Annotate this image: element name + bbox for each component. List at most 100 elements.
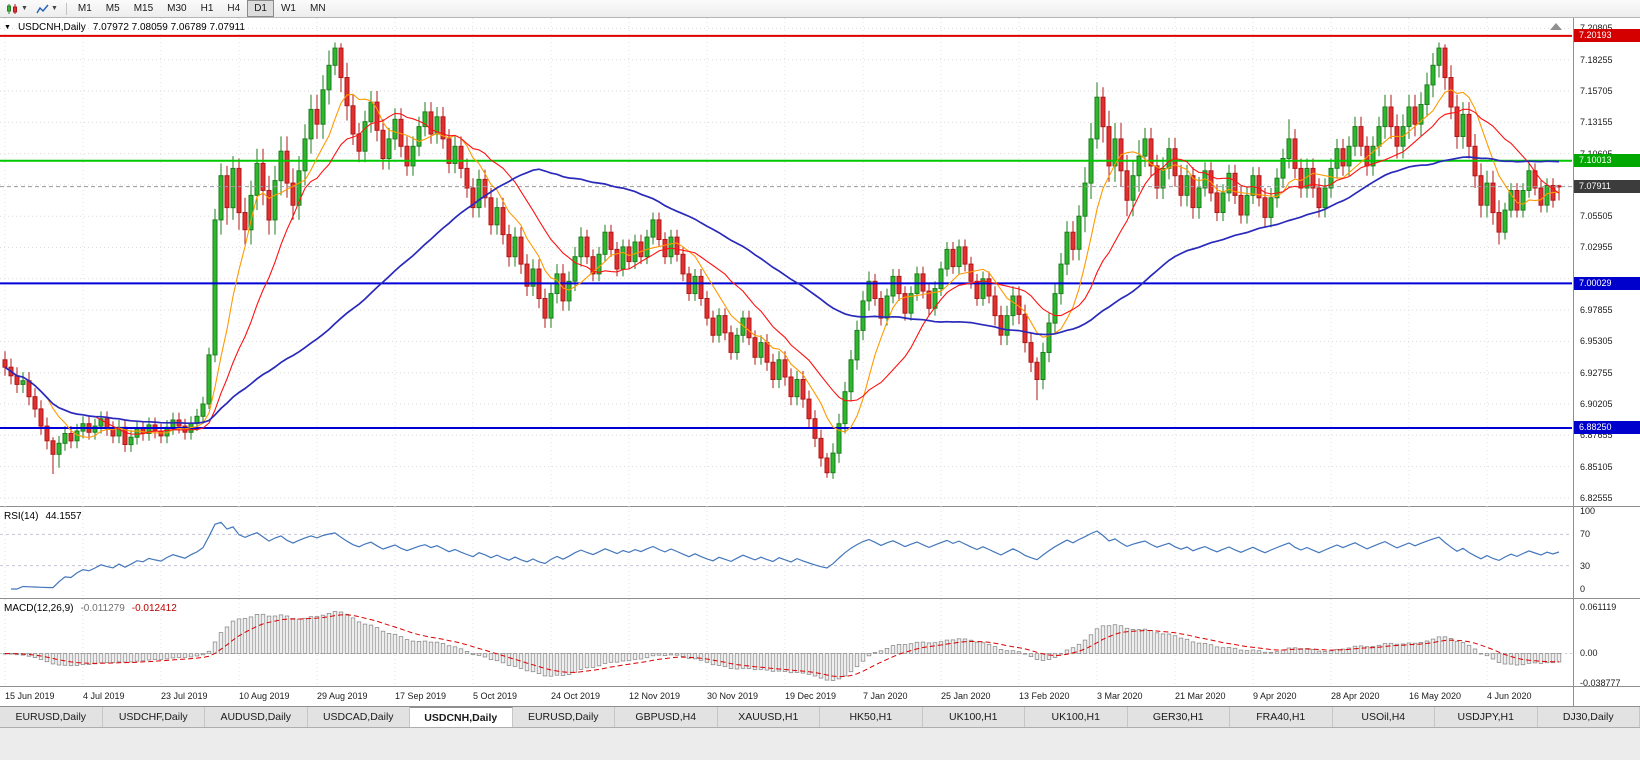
triangle-marker-icon: ▼ — [4, 24, 11, 31]
macd-canvas[interactable] — [0, 599, 1572, 687]
macd-tick-label: -0.038777 — [1580, 678, 1621, 686]
price-badge-7-00029: 7.00029 — [1574, 276, 1640, 290]
time-axis-label: 21 Mar 2020 — [1175, 691, 1226, 701]
chart-tab-usoil-h4[interactable]: USOil,H4 — [1332, 707, 1435, 727]
line-chart-icon — [36, 4, 49, 13]
chevron-down-icon: ▼ — [21, 5, 28, 12]
rsi-panel[interactable]: RSI(14) 44.1557 100 70 30 0 — [0, 507, 1640, 599]
macd-signal-value: -0.012412 — [131, 603, 177, 614]
price-tick-label: 6.92755 — [1580, 367, 1613, 378]
chart-tab-fra40-h1[interactable]: FRA40,H1 — [1230, 707, 1333, 727]
time-axis-label: 28 Apr 2020 — [1331, 691, 1380, 701]
chart-tab-hk50-h1[interactable]: HK50,H1 — [820, 707, 923, 727]
macd-histogram — [2, 611, 1562, 681]
time-axis-label: 17 Sep 2019 — [395, 691, 447, 701]
axis-corner — [1573, 687, 1640, 706]
ma-fast-line — [4, 89, 1560, 439]
level-lines-layer — [0, 34, 1572, 429]
rsi-indicator-value: 44.1557 — [45, 511, 82, 522]
price-tick-label: 7.15705 — [1580, 85, 1613, 96]
chart-tab-eurusd-daily[interactable]: EURUSD,Daily — [0, 707, 103, 727]
timeframe-toolbar: M1 M5 M15 M30 H1 H4 D1 W1 MN — [71, 0, 333, 17]
chart-window-button[interactable]: ▼ — [2, 1, 32, 17]
price-badge-6-88250: 6.88250 — [1574, 421, 1640, 435]
time-axis-label: 12 Nov 2019 — [629, 691, 681, 701]
time-axis-label: 4 Jul 2019 — [83, 691, 125, 701]
timeframe-button-h4[interactable]: H4 — [227, 3, 241, 14]
chart-tab-usdchf-daily[interactable]: USDCHF,Daily — [102, 707, 205, 727]
time-axis-label: 25 Jan 2020 — [941, 691, 991, 701]
rsi-scale[interactable]: 100 70 30 0 — [1573, 507, 1640, 598]
chevron-down-icon: ▼ — [50, 5, 58, 12]
price-chart-canvas[interactable] — [0, 18, 1572, 507]
rsi-canvas[interactable] — [0, 507, 1572, 599]
chart-tab-dj30-daily[interactable]: DJ30,Daily — [1537, 707, 1640, 727]
price-tick-label: 7.10605 — [1580, 149, 1613, 159]
macd-main-value: -0.011279 — [80, 603, 125, 614]
chart-tab-eurusd-daily[interactable]: EURUSD,Daily — [512, 707, 615, 727]
rsi-tick-label: 0 — [1580, 584, 1586, 594]
rsi-label-overlay: RSI(14) 44.1557 — [4, 511, 82, 522]
chart-tab-uk100-h1[interactable]: UK100,H1 — [1025, 707, 1128, 727]
time-axis-label: 4 Jun 2020 — [1487, 691, 1532, 701]
candles-layer — [2, 42, 1562, 479]
time-axis-label: 13 Feb 2020 — [1019, 691, 1070, 701]
grid-layer — [0, 18, 1572, 507]
rsi-tick-label: 30 — [1580, 560, 1591, 571]
chart-tab-bar: EURUSD,Daily USDCHF,Daily AUDUSD,Daily USDC… — [0, 707, 1640, 728]
time-axis-label: 9 Apr 2020 — [1253, 691, 1297, 701]
chart-tab-xauusd-h1[interactable]: XAUUSD,H1 — [717, 707, 820, 727]
time-axis-label: 7 Jan 2020 — [863, 691, 908, 701]
main-chart-panel[interactable]: ▼ USDCNH,Daily 7.07972 7.08059 7.06789 7… — [0, 18, 1640, 507]
price-badge-7-20193: 7.20193 — [1574, 29, 1640, 43]
timeframe-button-d1[interactable]: D1 — [247, 0, 274, 17]
chart-tab-usdcnh-daily[interactable]: USDCNH,Daily — [410, 707, 513, 727]
chart-tab-uk100-h1[interactable]: UK100,H1 — [922, 707, 1025, 727]
rsi-line — [11, 521, 1560, 590]
time-axis-label: 29 Aug 2019 — [317, 691, 368, 701]
timeframe-button-m30[interactable]: M30 — [167, 3, 187, 14]
price-tick-label: 6.82555 — [1580, 492, 1613, 503]
toolbar-separator — [65, 2, 67, 15]
chart-symbol-ohlc-overlay: ▼ USDCNH,Daily 7.07972 7.08059 7.06789 7… — [4, 22, 245, 33]
timeframe-button-m15[interactable]: M15 — [133, 3, 154, 14]
price-tick-label: 7.05505 — [1580, 211, 1613, 222]
price-tick-label: 7.13155 — [1580, 117, 1613, 128]
chart-tab-usdcad-daily[interactable]: USDCAD,Daily — [307, 707, 410, 727]
macd-panel[interactable]: MACD(12,26,9) -0.011279 -0.012412 0.0611… — [0, 599, 1640, 687]
chart-tab-gbpusd-h4[interactable]: GBPUSD,H4 — [615, 707, 718, 727]
macd-label-overlay: MACD(12,26,9) -0.011279 -0.012412 — [4, 603, 177, 614]
chart-stack: ▼ USDCNH,Daily 7.07972 7.08059 7.06789 7… — [0, 18, 1640, 707]
price-tick-label: 7.02955 — [1580, 242, 1613, 253]
ma-slow-line — [4, 156, 1560, 425]
chart-tab-audusd-daily[interactable]: AUDUSD,Daily — [205, 707, 308, 727]
price-scale[interactable]: 7.20805 7.18255 7.15705 7.13155 7.10605 7.055… — [1573, 18, 1640, 506]
timeframe-button-m5[interactable]: M5 — [105, 3, 120, 14]
chart-tab-ger30-h1[interactable]: GER30,H1 — [1127, 707, 1230, 727]
chart-tab-usdjpy-h1[interactable]: USDJPY,H1 — [1435, 707, 1538, 727]
price-badge-7-10013: 7.10013 — [1574, 154, 1640, 168]
time-axis-label: 19 Dec 2019 — [785, 691, 837, 701]
timeframe-button-mn[interactable]: MN — [309, 3, 326, 14]
time-axis-label: 16 May 2020 — [1409, 691, 1462, 701]
chart-type-button[interactable]: ▼ — [32, 1, 62, 17]
chart-shift-marker-icon[interactable] — [1550, 23, 1562, 30]
time-axis-label: 10 Aug 2019 — [239, 691, 290, 701]
macd-scale[interactable]: 0.061119 0.00 -0.038777 — [1573, 599, 1640, 686]
price-badge-7-07911: 7.07911 — [1574, 180, 1640, 194]
rsi-indicator-name: RSI(14) — [4, 511, 39, 522]
time-axis-label: 30 Nov 2019 — [707, 691, 759, 701]
candlestick-chart-icon — [7, 3, 17, 14]
time-axis-label: 3 Mar 2020 — [1097, 691, 1143, 701]
rsi-tick-label: 70 — [1580, 529, 1591, 540]
rsi-tick-label: 100 — [1580, 507, 1596, 516]
time-axis-label: 5 Oct 2019 — [473, 691, 518, 701]
timeframe-button-w1[interactable]: W1 — [280, 3, 296, 14]
timeframe-button-h1[interactable]: H1 — [200, 3, 214, 14]
timeframe-button-m1[interactable]: M1 — [77, 3, 92, 14]
time-axis[interactable]: 15 Jun 2019 4 Jul 2019 23 Jul 2019 10 Aug 2… — [0, 687, 1640, 707]
price-tick-label: 6.85105 — [1580, 461, 1613, 472]
macd-indicator-name: MACD(12,26,9) — [4, 603, 74, 614]
price-tick-label: 6.90205 — [1580, 398, 1613, 409]
